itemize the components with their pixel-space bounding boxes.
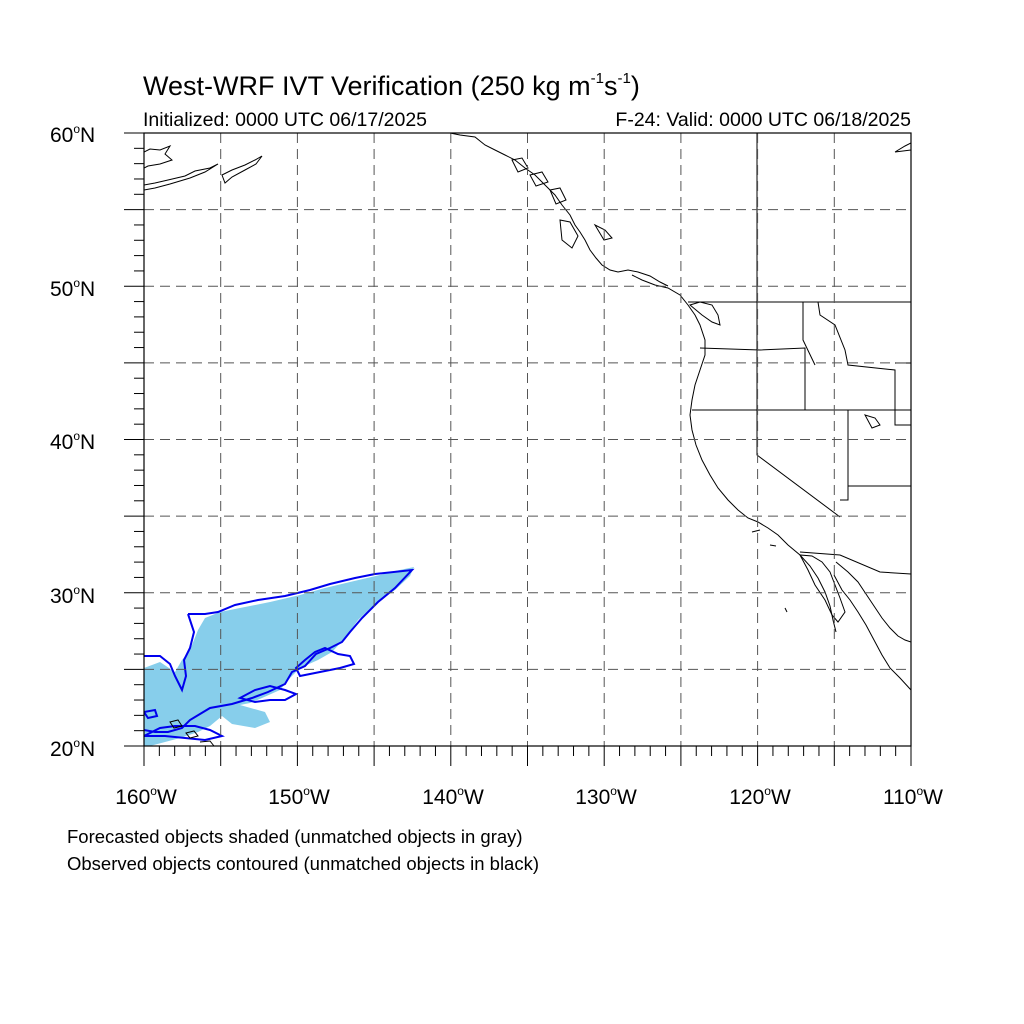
legend-forecast-note: Forecasted objects shaded (unmatched obj… [67,826,523,847]
lon-label-110w: 110oW [883,784,943,809]
legend-observed-note: Observed objects contoured (unmatched ob… [67,853,540,874]
lon-label-130w: 130oW [575,784,637,809]
observed-contour-hawaii [144,708,159,720]
observed-contour-main [144,568,415,733]
forecast-object-shaded [144,567,414,746]
lat-label-60n: 60oN [50,122,96,147]
observed-contour-east [294,646,356,678]
axis-ticks [124,132,912,766]
coast-hawaii [169,719,215,746]
initialized-time: Initialized: 0000 UTC 06/17/2025 [143,109,428,131]
lat-lon-grid [144,133,911,746]
coast-alaska [144,133,669,287]
chart-title: West-WRF IVT Verification (250 kg m-1s-1… [143,70,640,101]
lat-label-50n: 50oN [50,276,96,301]
valid-time: F-24: Valid: 0000 UTC 06/18/2025 [615,109,911,131]
observed-contour-inner [144,613,196,693]
observed-contour-south [144,725,225,742]
lat-label-40n: 40oN [50,429,96,454]
coast-great-salt-lake [863,414,881,429]
lon-label-160w: 160oW [115,784,177,809]
border-states [692,133,911,575]
lat-label-20n: 20oN [50,736,96,761]
lon-label-120w: 120oW [729,784,791,809]
lon-label-150w: 150oW [268,784,330,809]
coast-channel-islands [751,529,788,613]
coast-baja [799,554,846,623]
coast-alaska-islands [511,142,911,249]
coast-pacific [631,274,837,633]
coast-mexico [833,561,911,691]
lon-label-140w: 140oW [422,784,484,809]
lat-label-30n: 30oN [50,583,96,608]
observed-contour-mid [237,684,299,704]
